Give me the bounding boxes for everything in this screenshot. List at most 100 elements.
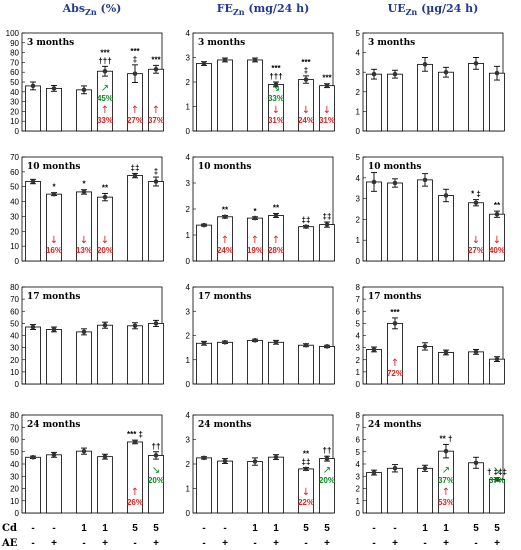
bar [468, 62, 484, 132]
ae-value: + [102, 538, 108, 549]
cd-value: - [202, 523, 205, 534]
y-tick-label: 60 [10, 436, 19, 445]
percent-change: 13% [76, 246, 92, 255]
y-tick-label: 1 [356, 497, 361, 506]
y-tick-label: 20 [10, 227, 19, 236]
ae-value: + [222, 538, 228, 549]
bar [319, 346, 335, 385]
mean-point [51, 86, 57, 91]
significance-mark: ††† [98, 56, 111, 65]
significance-mark: ‡ [154, 167, 158, 176]
mean-point [252, 215, 258, 221]
mean-point [494, 211, 500, 217]
mean-point [102, 454, 108, 459]
mean-point [201, 340, 207, 346]
mean-point [153, 179, 159, 184]
y-tick-label: 2 [186, 460, 191, 469]
y-tick-label: 100 [6, 29, 20, 38]
y-tick-label: 1 [356, 107, 361, 116]
y-tick-label: 6 [356, 307, 361, 316]
period-label: 3 months [27, 38, 74, 48]
significance-mark: * [82, 180, 86, 189]
percent-change: 33% [268, 94, 284, 103]
cd-value: 5 [132, 523, 138, 534]
percent-change: 16% [46, 246, 62, 255]
mean-point [222, 339, 228, 345]
cd-value: - [372, 523, 375, 534]
percent-change: 27% [468, 246, 484, 255]
change-arrow-icon: ↗ [101, 83, 109, 94]
mean-point [273, 339, 279, 345]
percent-change: 24% [298, 116, 314, 125]
bar [366, 472, 382, 514]
y-tick-label: 2 [186, 205, 191, 214]
bar [417, 346, 433, 385]
period-label: 10 months [198, 162, 252, 172]
y-tick-label: 7 [356, 295, 361, 304]
percent-change: 45% [97, 94, 113, 103]
y-tick-label: 0 [186, 380, 191, 389]
mean-point [132, 439, 138, 445]
mean-point [494, 477, 500, 482]
mean-point [132, 323, 138, 329]
change-arrow-icon: ↘ [272, 83, 280, 94]
change-arrow-icon: ↘ [152, 465, 160, 476]
mean-point [153, 453, 159, 458]
mean-point [201, 455, 207, 461]
ae-value: + [273, 538, 279, 549]
bar [366, 181, 382, 262]
bar [387, 182, 403, 262]
percent-change: 26% [127, 498, 143, 507]
mean-point [422, 344, 428, 349]
change-arrow-icon: ↓ [472, 235, 480, 246]
y-tick-label: 2 [356, 485, 361, 494]
bar [366, 349, 382, 385]
period-label: 10 months [368, 162, 422, 172]
change-arrow-icon: ↓ [50, 235, 58, 246]
y-tick-label: 0 [186, 257, 191, 266]
bar [217, 59, 233, 132]
y-tick-label: 0 [15, 509, 20, 518]
percent-change: 20% [97, 246, 113, 255]
change-arrow-icon: ↓ [302, 487, 310, 498]
y-tick-label: 60 [10, 68, 19, 77]
y-tick-label: 2 [186, 332, 191, 341]
change-arrow-icon: ↘ [493, 465, 501, 476]
significance-mark: * [253, 207, 257, 216]
cd-value: 1 [443, 523, 449, 534]
y-tick-label: 50 [10, 183, 19, 192]
y-tick-label: 50 [10, 448, 19, 457]
change-arrow-icon: ↑ [101, 105, 109, 116]
y-tick-label: 1 [186, 103, 191, 112]
mean-point [81, 329, 87, 335]
percent-change: 40% [489, 246, 505, 255]
mean-point [494, 70, 500, 76]
mean-point [153, 66, 159, 72]
y-tick-label: 0 [356, 509, 361, 518]
significance-mark: ** [494, 201, 501, 210]
mean-point [392, 71, 398, 77]
ae-row-label: AE [1, 538, 18, 549]
y-tick-label: 7 [356, 423, 361, 432]
y-tick-label: 4 [356, 460, 361, 469]
significance-mark: ‡ [133, 55, 137, 64]
bar [217, 460, 233, 514]
y-tick-label: 5 [356, 29, 361, 38]
mean-point [273, 213, 279, 218]
bar [438, 352, 454, 385]
change-arrow-icon: ↑ [442, 487, 450, 498]
y-tick-label: 70 [10, 153, 19, 162]
y-tick-label: 6 [356, 436, 361, 445]
significance-mark: * [52, 183, 56, 192]
bar [76, 89, 92, 132]
percent-change: 31% [319, 116, 335, 125]
significance-mark: ‡‡ [131, 163, 140, 172]
y-tick-label: 3 [356, 344, 361, 353]
y-tick-label: 40 [10, 88, 19, 97]
bar [387, 467, 403, 514]
bar [298, 226, 314, 262]
bar [127, 325, 143, 385]
